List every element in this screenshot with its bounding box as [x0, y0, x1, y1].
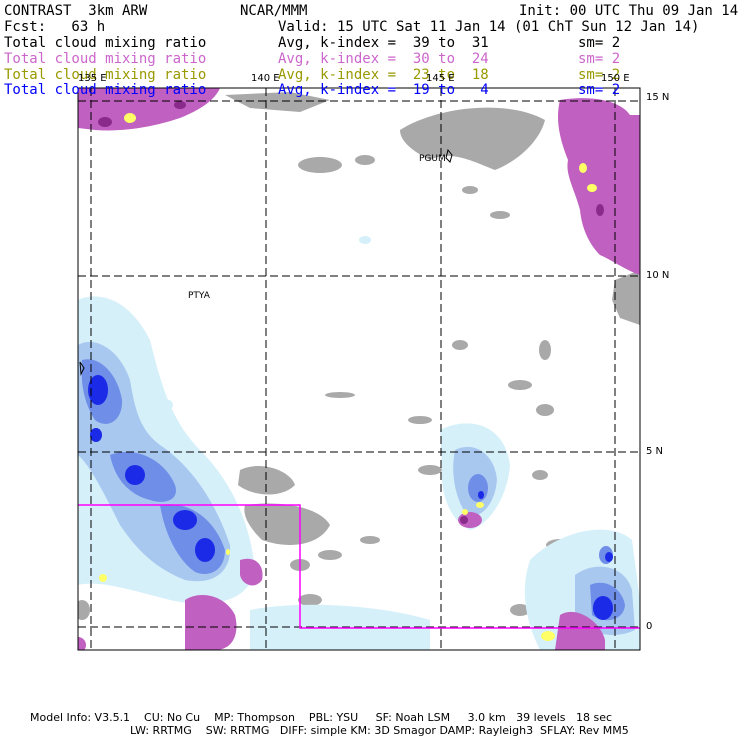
legend-field-4: Total cloud mixing ratio: [4, 82, 207, 98]
legend-field-3: Total cloud mixing ratio: [4, 67, 207, 83]
legend-sm-2: sm= 2: [578, 51, 621, 67]
inner-domain-box: [78, 504, 640, 629]
legend-sm-4: sm= 2: [578, 82, 621, 98]
lat-label-0: 0: [646, 621, 653, 632]
lon-label-145e: 145 E: [426, 73, 455, 84]
legend-stat-4: Avg, k-index = 19 to 4: [278, 82, 489, 98]
lon-label-135e: 135 E: [78, 73, 107, 84]
model-info-line1: Model Info: V3.5.1 CU: No Cu MP: Thompso…: [30, 711, 613, 724]
valid-time: Valid: 15 UTC Sat 11 Jan 14 (01 ChT Sun …: [278, 19, 700, 35]
lat-label-10n: 10 N: [646, 270, 670, 281]
dark-blue-cloud-layer: [88, 375, 613, 620]
gray-cloud-layer: [78, 92, 640, 620]
dark-magenta-cloud-layer: [98, 101, 604, 524]
legend-field-2: Total cloud mixing ratio: [4, 51, 207, 67]
coastlines: [79, 148, 453, 376]
center-title: NCAR/MMM: [240, 3, 308, 19]
lon-label-150e: 150 E: [601, 73, 630, 84]
lon-label-140e: 140 E: [251, 73, 280, 84]
legend-field-1: Total cloud mixing ratio: [4, 35, 207, 51]
legend-stat-1: Avg, k-index = 39 to 31: [278, 35, 489, 51]
init-time: Init: 00 UTC Thu 09 Jan 14: [519, 3, 739, 19]
magenta-cloud-layer: [78, 88, 640, 650]
legend-sm-3: sm= 2: [578, 67, 621, 83]
model-info-line2: LW: RRTMG SW: RRTMG DIFF: simple KM: 3D …: [130, 724, 629, 737]
model-title: CONTRAST 3km ARW: [4, 3, 148, 19]
yellow-cloud-layer: [99, 113, 597, 641]
legend-sm-1: sm= 2: [578, 35, 621, 51]
lat-lon-grid: [78, 88, 640, 650]
legend-stat-3: Avg, k-index = 23 to 18: [278, 67, 489, 83]
station-ptya: PTYA: [188, 291, 210, 301]
legend-stat-2: Avg, k-index = 30 to 24: [278, 51, 489, 67]
station-pgum: PGUM: [419, 154, 446, 164]
lat-label-15n: 15 N: [646, 92, 670, 103]
forecast-hour: Fcst: 63 h: [4, 19, 106, 35]
map-frame: [77, 87, 641, 651]
lat-label-5n: 5 N: [646, 446, 664, 457]
